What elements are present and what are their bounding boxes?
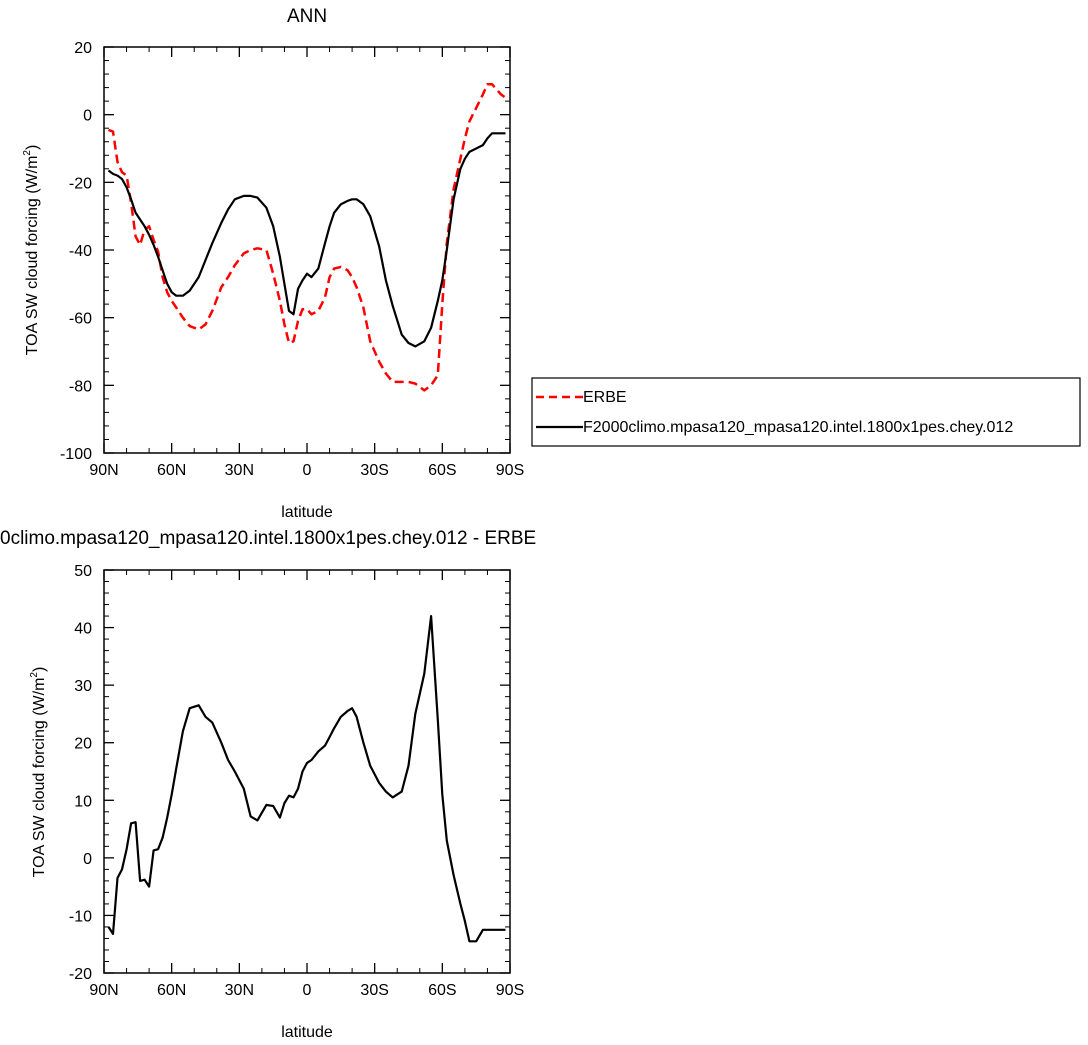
bottom-chart-xtick-label: 60S <box>428 982 456 999</box>
top-chart-series-line-model <box>107 132 506 348</box>
bottom-chart-ytick-label: 10 <box>74 793 92 810</box>
bottom-chart-ytick-label: 30 <box>74 678 92 695</box>
top-chart-ytick-label: -40 <box>69 243 92 260</box>
top-chart-xtick-label: 30N <box>225 462 254 479</box>
top-chart-ytick-label: -60 <box>69 311 92 328</box>
top-chart-xtick-label: 90N <box>89 462 118 479</box>
top-chart-xlabel: latitude <box>281 504 333 521</box>
top-chart-xtick-label: 60N <box>157 462 186 479</box>
bottom-chart-xtick-label: 30N <box>225 982 254 999</box>
top-chart-series-line-erbe <box>108 82 507 392</box>
legend: ERBE F2000climo.mpasa120_mpasa120.intel.… <box>531 377 1081 447</box>
bottom-chart-frame <box>103 569 511 974</box>
bottom-chart-xtick-label: 90S <box>496 982 524 999</box>
bottom-chart-ytick-label: 40 <box>74 621 92 638</box>
bottom-chart-title: 0climo.mpasa120_mpasa120.intel.1800x1pes… <box>0 528 536 549</box>
bottom-chart: 0climo.mpasa120_mpasa120.intel.1800x1pes… <box>0 528 536 1041</box>
top-chart-title: ANN <box>287 6 327 27</box>
legend-box <box>531 377 1081 447</box>
bottom-chart-xtick-label: 30S <box>360 982 388 999</box>
bottom-chart-ytick-label: 50 <box>74 563 92 580</box>
top-chart-xtick-label: 60S <box>428 462 456 479</box>
top-chart-ytick-label: -80 <box>69 378 92 395</box>
bottom-chart-ytick-label: 0 <box>83 851 92 868</box>
bottom-chart-xtick-label: 60N <box>157 982 186 999</box>
legend-label-model: F2000climo.mpasa120_mpasa120.intel.1800x… <box>583 419 1013 436</box>
bottom-chart-ytick-label: -20 <box>69 966 92 983</box>
top-chart-frame <box>103 46 511 454</box>
top-chart-ytick-label: 0 <box>83 108 92 125</box>
top-chart-ytick-label: -20 <box>69 175 92 192</box>
legend-label-erbe: ERBE <box>583 389 627 406</box>
bottom-chart-xtick-label: 90N <box>89 982 118 999</box>
bottom-chart-series-line-diff <box>107 614 506 943</box>
bottom-chart-ylabel: TOA SW cloud forcing (W/m2) <box>29 667 48 878</box>
top-chart-ytick-label: -100 <box>60 446 92 463</box>
bottom-chart-xlabel: latitude <box>281 1024 333 1041</box>
top-chart-xtick-label: 30S <box>360 462 388 479</box>
bottom-chart-ytick-label: 20 <box>74 736 92 753</box>
top-chart-xtick-label: 90S <box>496 462 524 479</box>
top-chart-series <box>107 82 507 392</box>
bottom-chart-series <box>107 614 506 943</box>
top-chart-ylabel: TOA SW cloud forcing (W/m2) <box>22 145 41 356</box>
bottom-chart-xtick-label: 0 <box>303 982 312 999</box>
top-chart-ytick-label: 20 <box>74 40 92 57</box>
bottom-chart-ytick-label: -10 <box>69 908 92 925</box>
top-chart-xtick-label: 0 <box>303 462 312 479</box>
